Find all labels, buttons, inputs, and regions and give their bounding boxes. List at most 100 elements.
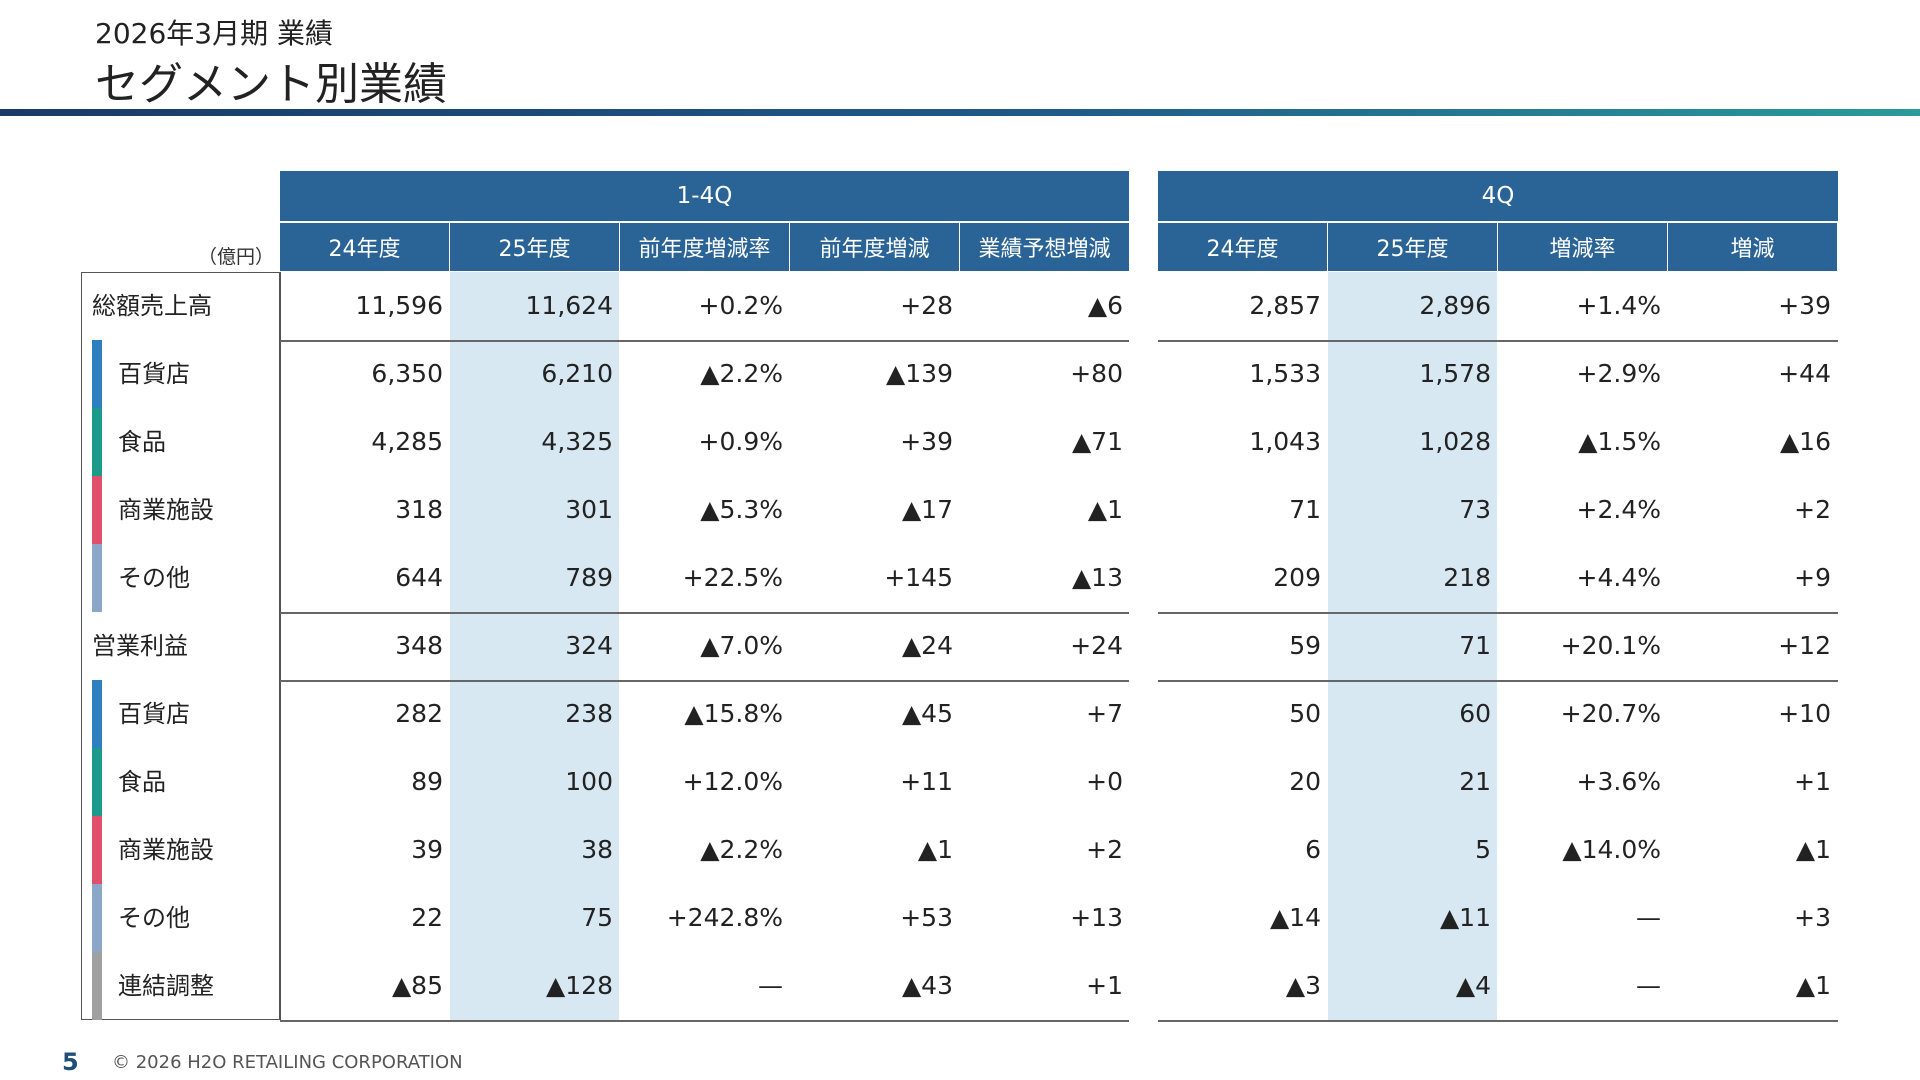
segment-color-bar (92, 408, 102, 476)
cell-4q: 60 (1459, 699, 1491, 728)
column-header-4q-1: 24年度 (1158, 223, 1327, 271)
cell-1-4q: ▲7.0% (700, 631, 783, 660)
cell-1-4q: 348 (395, 631, 443, 660)
copyright-notice: © 2026 H2O RETAILING CORPORATION (112, 1052, 463, 1073)
cell-4q: 209 (1273, 563, 1321, 592)
cell-1-4q: +12.0% (682, 767, 783, 796)
highlight-column-4q-25 (1328, 272, 1497, 1020)
row-divider-1-4q (280, 680, 1129, 682)
group-header-4q: 4Q (1158, 171, 1838, 221)
segment-color-bar (92, 952, 102, 1020)
column-header-1-4q-4: 前年度増減 (790, 223, 959, 271)
column-header-1-4q-3: 前年度増減率 (620, 223, 789, 271)
row-label: 食品 (118, 428, 166, 456)
cell-4q: ▲4 (1455, 971, 1491, 1000)
row-label: その他 (118, 904, 190, 932)
row-divider-1-4q (280, 340, 1129, 342)
row-divider-1-4q (280, 1020, 1129, 1022)
cell-4q: +9 (1794, 563, 1831, 592)
row-label: 総額売上高 (92, 292, 212, 320)
segment-color-bar (92, 748, 102, 816)
cell-1-4q: ▲2.2% (700, 359, 783, 388)
column-header-4q-2: 25年度 (1328, 223, 1497, 271)
row-label: 商業施設 (118, 496, 214, 524)
row-label-frame (81, 272, 280, 1020)
cell-1-4q: ▲15.8% (684, 699, 783, 728)
page-title: セグメント別業績 (95, 59, 447, 110)
cell-1-4q: 89 (411, 767, 443, 796)
cell-1-4q: +242.8% (666, 903, 783, 932)
segment-color-bar (92, 544, 102, 612)
unit-label: （億円） (197, 246, 274, 268)
cell-1-4q: ▲6 (1087, 291, 1123, 320)
cell-4q: +20.1% (1560, 631, 1661, 660)
cell-4q: +3 (1794, 903, 1831, 932)
cell-1-4q: +7 (1086, 699, 1123, 728)
column-header-1-4q-1: 24年度 (280, 223, 449, 271)
cell-1-4q: +145 (884, 563, 953, 592)
cell-4q: +12 (1778, 631, 1831, 660)
cell-1-4q: 644 (395, 563, 443, 592)
cell-1-4q: 38 (581, 835, 613, 864)
cell-4q: ▲14 (1269, 903, 1321, 932)
cell-4q: 59 (1289, 631, 1321, 660)
cell-4q: ▲14.0% (1562, 835, 1661, 864)
segment-color-bar (92, 340, 102, 408)
cell-4q: 21 (1459, 767, 1491, 796)
header-accent-rule (0, 109, 1920, 116)
cell-4q: 71 (1289, 495, 1321, 524)
cell-1-4q: +53 (900, 903, 953, 932)
cell-4q: 1,533 (1249, 359, 1321, 388)
cell-1-4q: +22.5% (682, 563, 783, 592)
cell-1-4q: ▲43 (901, 971, 953, 1000)
cell-4q: 1,043 (1249, 427, 1321, 456)
row-divider-4q (1158, 340, 1838, 342)
cell-1-4q: +13 (1070, 903, 1123, 932)
cell-1-4q: ▲45 (901, 699, 953, 728)
segment-color-bar (92, 816, 102, 884)
cell-4q: 6 (1305, 835, 1321, 864)
cell-1-4q: +39 (900, 427, 953, 456)
cell-1-4q: +0 (1086, 767, 1123, 796)
row-divider-4q (1158, 680, 1838, 682)
cell-4q: 50 (1289, 699, 1321, 728)
cell-4q: ▲3 (1285, 971, 1321, 1000)
cell-1-4q: 4,325 (541, 427, 613, 456)
row-divider-4q (1158, 1020, 1838, 1022)
column-header-1-4q-5: 業績予想増減 (960, 223, 1129, 271)
cell-4q: +1 (1794, 767, 1831, 796)
period-subtitle: 2026年3月期 業績 (95, 17, 333, 50)
cell-4q: 218 (1443, 563, 1491, 592)
cell-1-4q: 324 (565, 631, 613, 660)
row-label: 商業施設 (118, 836, 214, 864)
cell-1-4q: +2 (1086, 835, 1123, 864)
row-label: 百貨店 (118, 700, 190, 728)
cell-1-4q: 4,285 (371, 427, 443, 456)
cell-4q: 73 (1459, 495, 1491, 524)
cell-4q: 1,578 (1419, 359, 1491, 388)
cell-4q: +1.4% (1576, 291, 1661, 320)
cell-1-4q: 39 (411, 835, 443, 864)
cell-1-4q: ▲128 (546, 971, 613, 1000)
row-label: その他 (118, 564, 190, 592)
cell-4q: 5 (1475, 835, 1491, 864)
cell-4q: 2,857 (1249, 291, 1321, 320)
cell-1-4q: 238 (565, 699, 613, 728)
cell-1-4q: 6,210 (541, 359, 613, 388)
cell-4q: +10 (1778, 699, 1831, 728)
cell-1-4q: +28 (900, 291, 953, 320)
cell-1-4q: 301 (565, 495, 613, 524)
segment-color-bar (92, 476, 102, 544)
cell-1-4q: — (758, 971, 783, 1000)
cell-1-4q: 282 (395, 699, 443, 728)
cell-1-4q: ▲1 (917, 835, 953, 864)
column-header-4q-4: 増減 (1668, 223, 1837, 271)
row-divider-4q (1158, 612, 1838, 614)
cell-1-4q: ▲17 (901, 495, 953, 524)
cell-4q: +2.9% (1576, 359, 1661, 388)
cell-4q: +20.7% (1560, 699, 1661, 728)
cell-4q: ▲1 (1795, 835, 1831, 864)
cell-1-4q: ▲5.3% (700, 495, 783, 524)
cell-1-4q: ▲71 (1071, 427, 1123, 456)
cell-1-4q: 318 (395, 495, 443, 524)
